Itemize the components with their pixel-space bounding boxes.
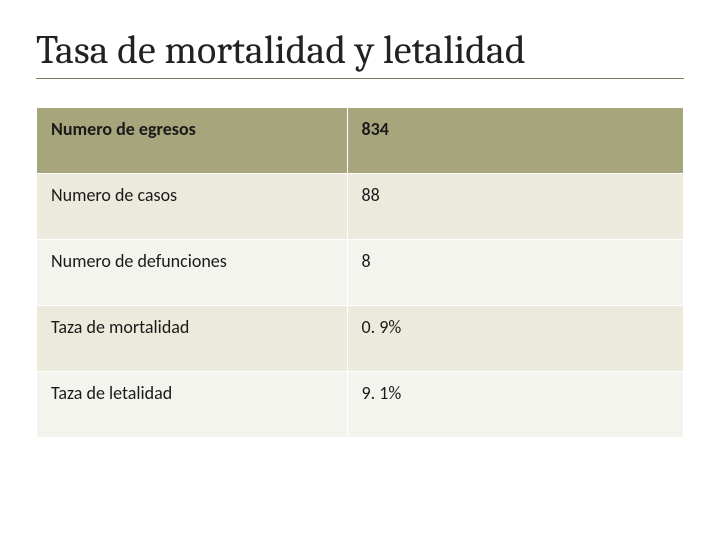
- cell-value: 0. 9%: [347, 306, 683, 372]
- slide: Tasa de mortalidad y letalidad Numero de…: [0, 0, 720, 540]
- cell-value: 834: [347, 108, 683, 174]
- cell-label: Taza de mortalidad: [37, 306, 348, 372]
- cell-label: Taza de letalidad: [37, 372, 348, 438]
- table-row: Numero de egresos 834: [37, 108, 684, 174]
- cell-value: 88: [347, 174, 683, 240]
- table-row: Numero de casos 88: [37, 174, 684, 240]
- table-row: Taza de mortalidad 0. 9%: [37, 306, 684, 372]
- table-row: Taza de letalidad 9. 1%: [37, 372, 684, 438]
- cell-label: Numero de egresos: [37, 108, 348, 174]
- cell-label: Numero de defunciones: [37, 240, 348, 306]
- data-table: Numero de egresos 834 Numero de casos 88…: [36, 107, 684, 438]
- cell-value: 8: [347, 240, 683, 306]
- cell-label: Numero de casos: [37, 174, 348, 240]
- cell-value: 9. 1%: [347, 372, 683, 438]
- page-title: Tasa de mortalidad y letalidad: [36, 28, 684, 79]
- table-row: Numero de defunciones 8: [37, 240, 684, 306]
